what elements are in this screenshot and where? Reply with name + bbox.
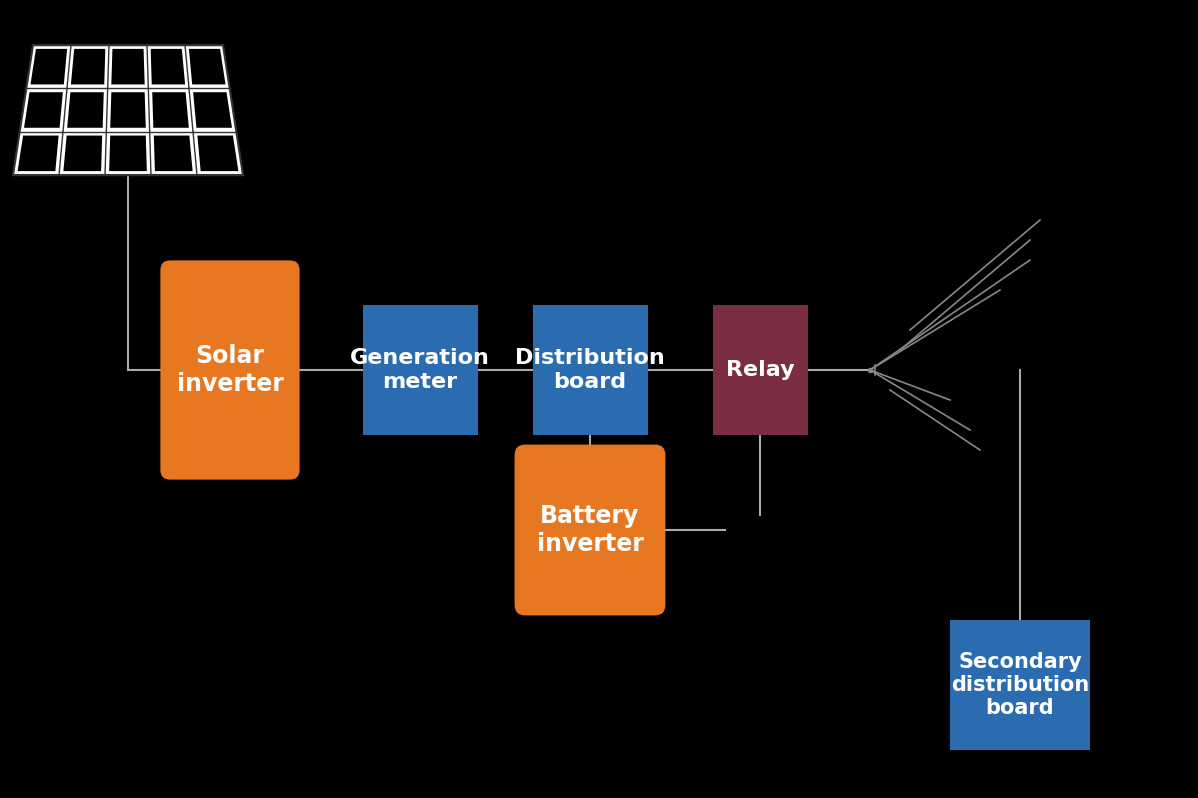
Bar (363, 305, 478, 435)
Text: Relay: Relay (726, 360, 794, 380)
Polygon shape (193, 93, 232, 128)
Polygon shape (109, 136, 147, 171)
Polygon shape (71, 49, 105, 85)
Text: Solar
inverter: Solar inverter (176, 344, 284, 396)
Text: Generation
meter: Generation meter (350, 349, 490, 392)
Polygon shape (18, 136, 59, 171)
FancyBboxPatch shape (161, 260, 300, 480)
Polygon shape (153, 136, 193, 171)
Polygon shape (152, 93, 189, 128)
Polygon shape (198, 136, 238, 171)
Polygon shape (151, 49, 186, 85)
FancyBboxPatch shape (515, 444, 665, 615)
Polygon shape (24, 93, 62, 128)
Polygon shape (67, 93, 104, 128)
Bar (532, 305, 647, 435)
Text: Battery
inverter: Battery inverter (537, 504, 643, 556)
Polygon shape (189, 49, 225, 85)
Polygon shape (13, 45, 243, 175)
Polygon shape (30, 49, 67, 85)
Text: Secondary
distribution
board: Secondary distribution board (951, 652, 1089, 718)
Polygon shape (63, 136, 102, 171)
Polygon shape (110, 93, 146, 128)
Text: Distribution
board: Distribution board (515, 349, 665, 392)
Bar (713, 305, 807, 435)
Polygon shape (111, 49, 145, 85)
Bar (950, 620, 1090, 750)
